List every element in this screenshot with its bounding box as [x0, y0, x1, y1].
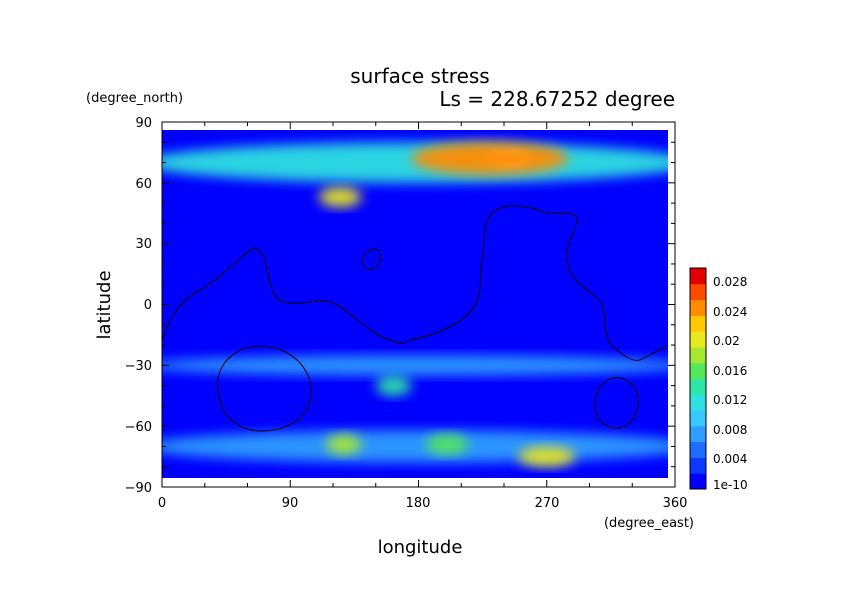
small-contour [361, 248, 381, 270]
colorbar-band [690, 425, 706, 443]
chart-title: surface stress [350, 64, 489, 88]
field-feature [375, 375, 412, 396]
colorbar-band [690, 441, 706, 458]
y-tick-label: 60 [135, 177, 152, 192]
colorbar-bands [690, 268, 706, 490]
colorbar-tick-label: 0.028 [713, 275, 747, 289]
colorbar-band [690, 473, 706, 490]
colorbar-band [690, 283, 706, 301]
colorbar-ticks: 0.028 0.024 0.02 0.016 0.012 0.008 0.004… [713, 275, 748, 492]
y-units-label: (degree_north) [86, 91, 183, 106]
crater-contour-east [594, 377, 639, 429]
topography-contours [161, 205, 669, 432]
axis-ticks [161, 121, 676, 488]
field-feature [318, 186, 362, 208]
colorbar-tick-label: 0.016 [713, 364, 747, 378]
field-feature [162, 430, 668, 463]
x-tick-label: 360 [663, 496, 688, 511]
y-tick-label: 30 [135, 237, 152, 252]
x-axis: 0 90 180 270 360 [158, 496, 688, 511]
x-axis-label: longitude [378, 537, 463, 558]
field-feature [411, 142, 569, 175]
colorbar-band [690, 299, 706, 316]
field-feature [162, 355, 668, 376]
colorbar-tick-label: 0.012 [713, 393, 747, 407]
colorbar-tick-label: 0.004 [713, 452, 747, 466]
y-tick-label: −90 [125, 481, 152, 496]
colorbar-band [690, 457, 706, 474]
chart-subtitle: Ls = 228.67252 degree [439, 87, 675, 111]
colorbar-band [690, 362, 706, 379]
field-feature [425, 434, 469, 455]
colorbar-frame [689, 267, 707, 490]
colorbar-band [690, 331, 706, 348]
y-axis: 90 60 30 0 −30 −60 −90 [125, 116, 152, 496]
x-tick-label: 0 [158, 496, 166, 511]
field-feature [325, 434, 362, 455]
colorbar-band [690, 268, 706, 285]
colorbar-band [690, 410, 706, 427]
colorbar-band [690, 315, 706, 332]
x-tick-label: 90 [282, 496, 299, 511]
y-tick-label: −60 [125, 420, 152, 435]
field-feature [518, 446, 576, 467]
colorbar-band [690, 394, 706, 411]
y-tick-label: −30 [125, 359, 152, 374]
continent-outline [161, 205, 669, 361]
heatmap-field [162, 130, 668, 478]
y-axis-label: latitude [94, 270, 115, 339]
x-units-label: (degree_east) [604, 516, 694, 531]
colorbar: 0.028 0.024 0.02 0.016 0.012 0.008 0.004… [689, 267, 748, 492]
field-background [162, 130, 668, 478]
y-tick-label: 90 [135, 116, 152, 131]
x-tick-label: 270 [535, 496, 560, 511]
crater-contour-west [217, 345, 312, 432]
y-tick-label: 0 [144, 298, 152, 313]
colorbar-band [690, 378, 706, 395]
colorbar-tick-label: 0.02 [713, 334, 740, 348]
colorbar-band [690, 346, 706, 364]
colorbar-tick-label: 0.024 [713, 305, 747, 319]
colorbar-tick-label: 1e-10 [713, 478, 748, 492]
x-tick-label: 180 [406, 496, 431, 511]
colorbar-tick-label: 0.008 [713, 423, 747, 437]
